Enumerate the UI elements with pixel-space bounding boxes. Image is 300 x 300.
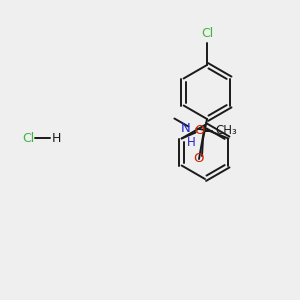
Text: Cl: Cl	[22, 131, 34, 145]
Text: H: H	[52, 131, 62, 145]
Text: H: H	[187, 136, 196, 149]
Text: O: O	[194, 124, 205, 137]
Text: Cl: Cl	[201, 27, 213, 40]
Text: CH₃: CH₃	[216, 124, 237, 137]
Text: N: N	[181, 122, 190, 135]
Text: O: O	[194, 152, 204, 166]
